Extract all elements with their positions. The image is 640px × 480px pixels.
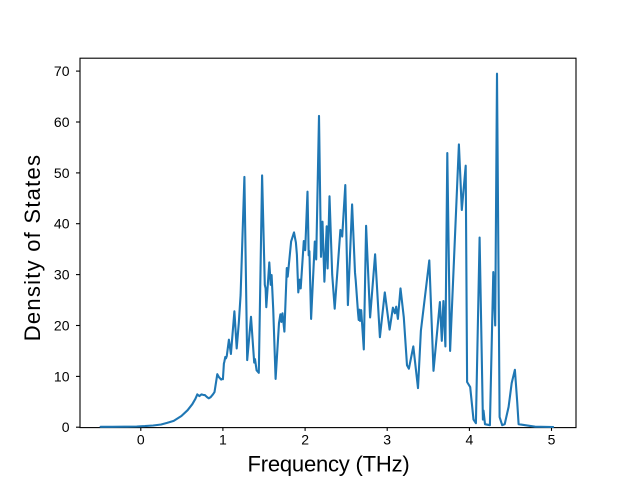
svg-text:10: 10 xyxy=(54,368,70,384)
svg-text:0: 0 xyxy=(137,432,145,448)
svg-text:Frequency (THz): Frequency (THz) xyxy=(247,452,409,477)
svg-text:5: 5 xyxy=(548,432,556,448)
svg-text:0: 0 xyxy=(62,419,70,435)
svg-text:2: 2 xyxy=(301,432,309,448)
svg-text:50: 50 xyxy=(54,165,70,181)
svg-text:20: 20 xyxy=(54,318,70,334)
svg-text:70: 70 xyxy=(54,63,70,79)
svg-text:40: 40 xyxy=(54,216,70,232)
svg-text:4: 4 xyxy=(466,432,474,448)
svg-text:30: 30 xyxy=(54,267,70,283)
svg-text:Density of States: Density of States xyxy=(20,154,45,342)
svg-text:3: 3 xyxy=(383,432,391,448)
svg-text:1: 1 xyxy=(219,432,227,448)
svg-text:60: 60 xyxy=(54,114,70,130)
